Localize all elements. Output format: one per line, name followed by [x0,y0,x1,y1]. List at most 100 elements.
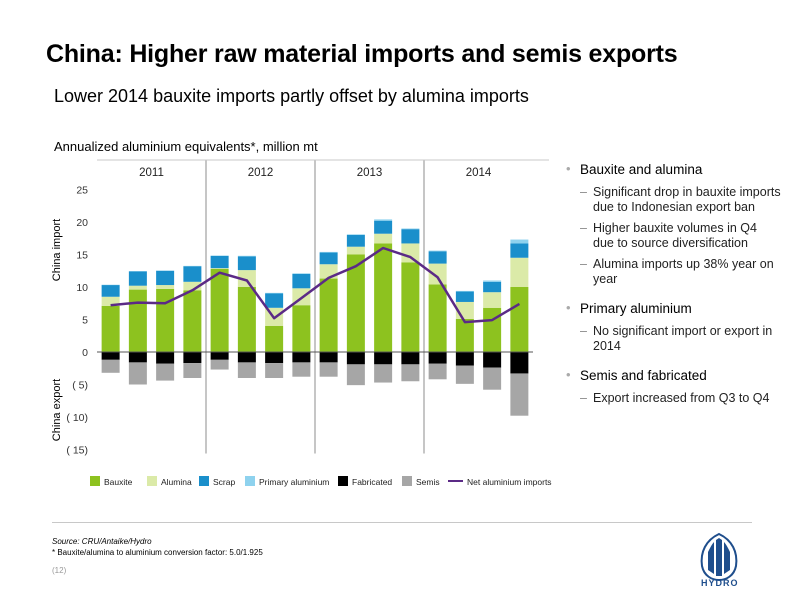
bar-segment-semis [455,365,474,384]
bar-segment-semis [237,362,256,378]
bar-segment-bauxite [292,305,311,352]
bar-segment-primary-aluminium [292,273,311,274]
bar-segment-bauxite [455,318,474,352]
bar-segment-primary-aluminium [428,250,447,252]
bar-segment-scrap [319,252,338,265]
bar-segment-bauxite [210,268,229,352]
legend-label: Fabricated [352,477,392,487]
bar-segment-fabricated [374,352,393,365]
bar-segment-bauxite [428,284,447,352]
bar-segment-semis [483,367,502,390]
bar-segment-semis [510,373,529,416]
legend-swatch [90,476,100,486]
y-tick-label: 0 [82,347,88,359]
bar-segment-fabricated [156,352,175,364]
bar-segment-bauxite [319,278,338,352]
legend-label: Semis [416,477,440,487]
bar-segment-scrap [156,270,175,286]
bar-segment-fabricated [237,352,256,363]
year-label: 2011 [139,167,164,179]
bar-segment-primary-aluminium [483,280,502,282]
bar-segment-scrap [292,274,311,289]
source-note: Source: CRU/Antaike/Hydro [52,537,152,546]
legend-label: Primary aluminium [259,477,329,487]
bar-segment-primary-aluminium [401,228,420,230]
y-tick-label: 15 [76,250,88,262]
bar-segment-semis [210,359,229,370]
bar-segment-scrap [483,281,502,293]
legend-swatch [402,476,412,486]
bar-segment-alumina [156,285,175,289]
bar-segment-semis [183,363,202,378]
bar-segment-alumina [374,233,393,244]
bar-segment-scrap [428,251,447,264]
bar-segment-semis [128,362,147,385]
stacked-bar-chart: 25 20 15 10 5 0 ( 5) ( 10) ( 15) China import Chin… [51,159,552,487]
footnote: * Bauxite/alumina to aluminium conversio… [52,548,263,557]
bar-segment-fabricated [428,352,447,364]
bar-segment-scrap [401,229,420,244]
bar-segment-primary-aluminium [346,234,365,235]
legend-swatch [147,476,157,486]
bar-segment-alumina [510,257,529,287]
sub-bullet: – No significant import or export in 2014 [580,324,773,353]
bar-segment-bauxite [374,243,393,352]
bar-segment-scrap [101,285,120,297]
footer-divider [52,522,752,523]
y-tick-label: ( 15) [66,445,88,457]
bar-segment-fabricated [183,352,202,364]
bar-segment-bauxite [237,287,256,352]
bar-segment-scrap [237,256,256,271]
sub-bullet: – Significant drop in bauxite imports due… [580,185,781,214]
bar-segment-alumina [128,285,147,290]
slide-title: China: Higher raw material imports and s… [46,40,678,68]
bar-segment-bauxite [510,287,529,352]
bar-segment-bauxite [156,288,175,352]
y-tick-label: ( 10) [66,412,88,424]
bar-segment-fabricated [510,352,529,374]
bar-segment-bauxite [128,289,147,352]
bar-segment-alumina [183,281,202,291]
bar-segment-alumina [428,263,447,285]
bar-segment-bauxite [101,305,120,352]
bar-segment-semis [428,363,447,380]
y-tick-label: 10 [76,282,88,294]
bar-segment-semis [346,364,365,386]
bar-segment-alumina [237,270,256,287]
legend-swatch [199,476,209,486]
sub-bullet: – Alumina imports up 38% year on year [580,257,774,286]
bullet-heading: • Primary aluminium [566,300,692,316]
chart-caption: Annualized aluminium equivalents*, milli… [54,139,318,154]
bar-segment-fabricated [401,352,420,365]
bar-segment-primary-aluminium [237,255,256,257]
y-tick-label: 5 [82,315,88,327]
legend-label: Scrap [213,477,235,487]
year-label: 2012 [248,167,274,179]
sub-bullet: – Export increased from Q3 to Q4 [580,391,770,405]
bar-segment-bauxite [483,307,502,352]
legend-label: Bauxite [104,477,133,487]
bar-segment-fabricated [128,352,147,363]
bar-segment-fabricated [483,352,502,368]
legend-label: Net aluminium imports [467,477,552,487]
bar-segment-semis [265,363,284,378]
bar-segment-alumina [346,246,365,255]
bullet-group-semis: • Semis and fabricated – Export increased … [566,367,781,406]
bar-segment-semis [374,364,393,383]
y-tick-label: ( 5) [72,380,88,392]
bar-segment-fabricated [265,352,284,364]
y-axis-label-import: China import [51,219,63,281]
bar-segment-semis [101,359,120,373]
page-number: (12) [52,566,67,575]
y-axis-label-export: China export [51,379,63,441]
bar-segment-alumina [101,296,120,306]
bullet-heading: • Bauxite and alumina [566,161,703,177]
bar-segment-semis [156,363,175,381]
bullet-group-bauxite: • Bauxite and alumina – Significant drop i… [566,161,781,287]
y-tick-label: 20 [76,217,88,229]
year-label: 2013 [357,167,383,179]
bar-segment-scrap [128,271,147,286]
bar-segment-fabricated [455,352,474,366]
bar-segment-semis [319,362,338,377]
bar-segment-bauxite [183,290,202,352]
